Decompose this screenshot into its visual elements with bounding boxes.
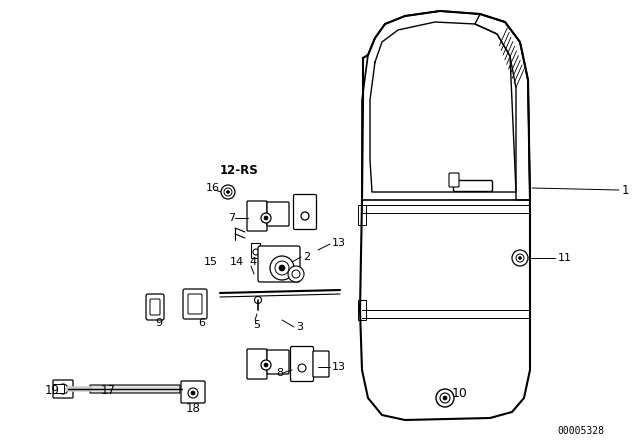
Text: 3: 3 [296, 322, 303, 332]
FancyBboxPatch shape [258, 246, 300, 282]
Text: 11: 11 [558, 253, 572, 263]
Circle shape [253, 249, 259, 255]
Circle shape [275, 261, 289, 275]
Circle shape [270, 256, 294, 280]
FancyBboxPatch shape [358, 205, 366, 225]
FancyBboxPatch shape [181, 381, 205, 403]
Circle shape [227, 190, 230, 194]
Text: 17: 17 [100, 383, 115, 396]
FancyBboxPatch shape [150, 299, 160, 315]
FancyBboxPatch shape [291, 346, 314, 382]
Text: 13: 13 [332, 362, 346, 372]
Circle shape [264, 363, 268, 367]
Circle shape [512, 250, 528, 266]
FancyBboxPatch shape [252, 244, 260, 258]
Circle shape [292, 270, 300, 278]
FancyBboxPatch shape [90, 385, 180, 393]
FancyBboxPatch shape [454, 181, 493, 191]
Text: 12-RS: 12-RS [220, 164, 259, 177]
Circle shape [221, 185, 235, 199]
Polygon shape [475, 14, 530, 200]
Circle shape [261, 213, 271, 223]
Text: 1: 1 [622, 184, 630, 197]
Circle shape [61, 387, 65, 391]
Circle shape [440, 393, 450, 403]
Text: 00005328: 00005328 [557, 426, 604, 436]
FancyBboxPatch shape [247, 349, 267, 379]
Circle shape [516, 254, 524, 262]
Text: 18: 18 [186, 401, 200, 414]
Circle shape [191, 391, 195, 395]
FancyBboxPatch shape [183, 289, 207, 319]
Text: 19: 19 [45, 383, 60, 396]
FancyBboxPatch shape [54, 384, 65, 393]
FancyBboxPatch shape [449, 173, 459, 187]
Circle shape [288, 266, 304, 282]
Circle shape [261, 360, 271, 370]
FancyBboxPatch shape [53, 380, 73, 398]
Text: 13: 13 [332, 238, 346, 248]
Circle shape [279, 265, 285, 271]
Text: 14: 14 [230, 257, 244, 267]
Text: 15: 15 [204, 257, 218, 267]
Circle shape [188, 388, 198, 398]
Text: 9: 9 [155, 318, 162, 328]
Circle shape [518, 257, 522, 259]
Circle shape [224, 188, 232, 196]
Text: 10: 10 [452, 387, 468, 400]
FancyBboxPatch shape [313, 351, 329, 377]
FancyBboxPatch shape [188, 294, 202, 314]
Circle shape [443, 396, 447, 400]
Circle shape [255, 297, 262, 303]
Text: 5: 5 [253, 320, 260, 330]
FancyBboxPatch shape [267, 350, 289, 374]
Text: 4: 4 [249, 257, 256, 267]
Circle shape [436, 389, 454, 407]
FancyBboxPatch shape [247, 201, 267, 231]
FancyBboxPatch shape [358, 300, 366, 320]
Text: 7: 7 [228, 213, 235, 223]
Text: 2: 2 [303, 252, 310, 262]
Text: 16: 16 [206, 183, 220, 193]
FancyBboxPatch shape [294, 194, 317, 229]
Circle shape [301, 212, 309, 220]
Circle shape [264, 216, 268, 220]
Text: 8: 8 [276, 368, 283, 378]
FancyBboxPatch shape [146, 294, 164, 320]
Text: 6: 6 [198, 318, 205, 328]
Circle shape [58, 384, 68, 394]
FancyBboxPatch shape [267, 202, 289, 226]
Circle shape [298, 364, 306, 372]
